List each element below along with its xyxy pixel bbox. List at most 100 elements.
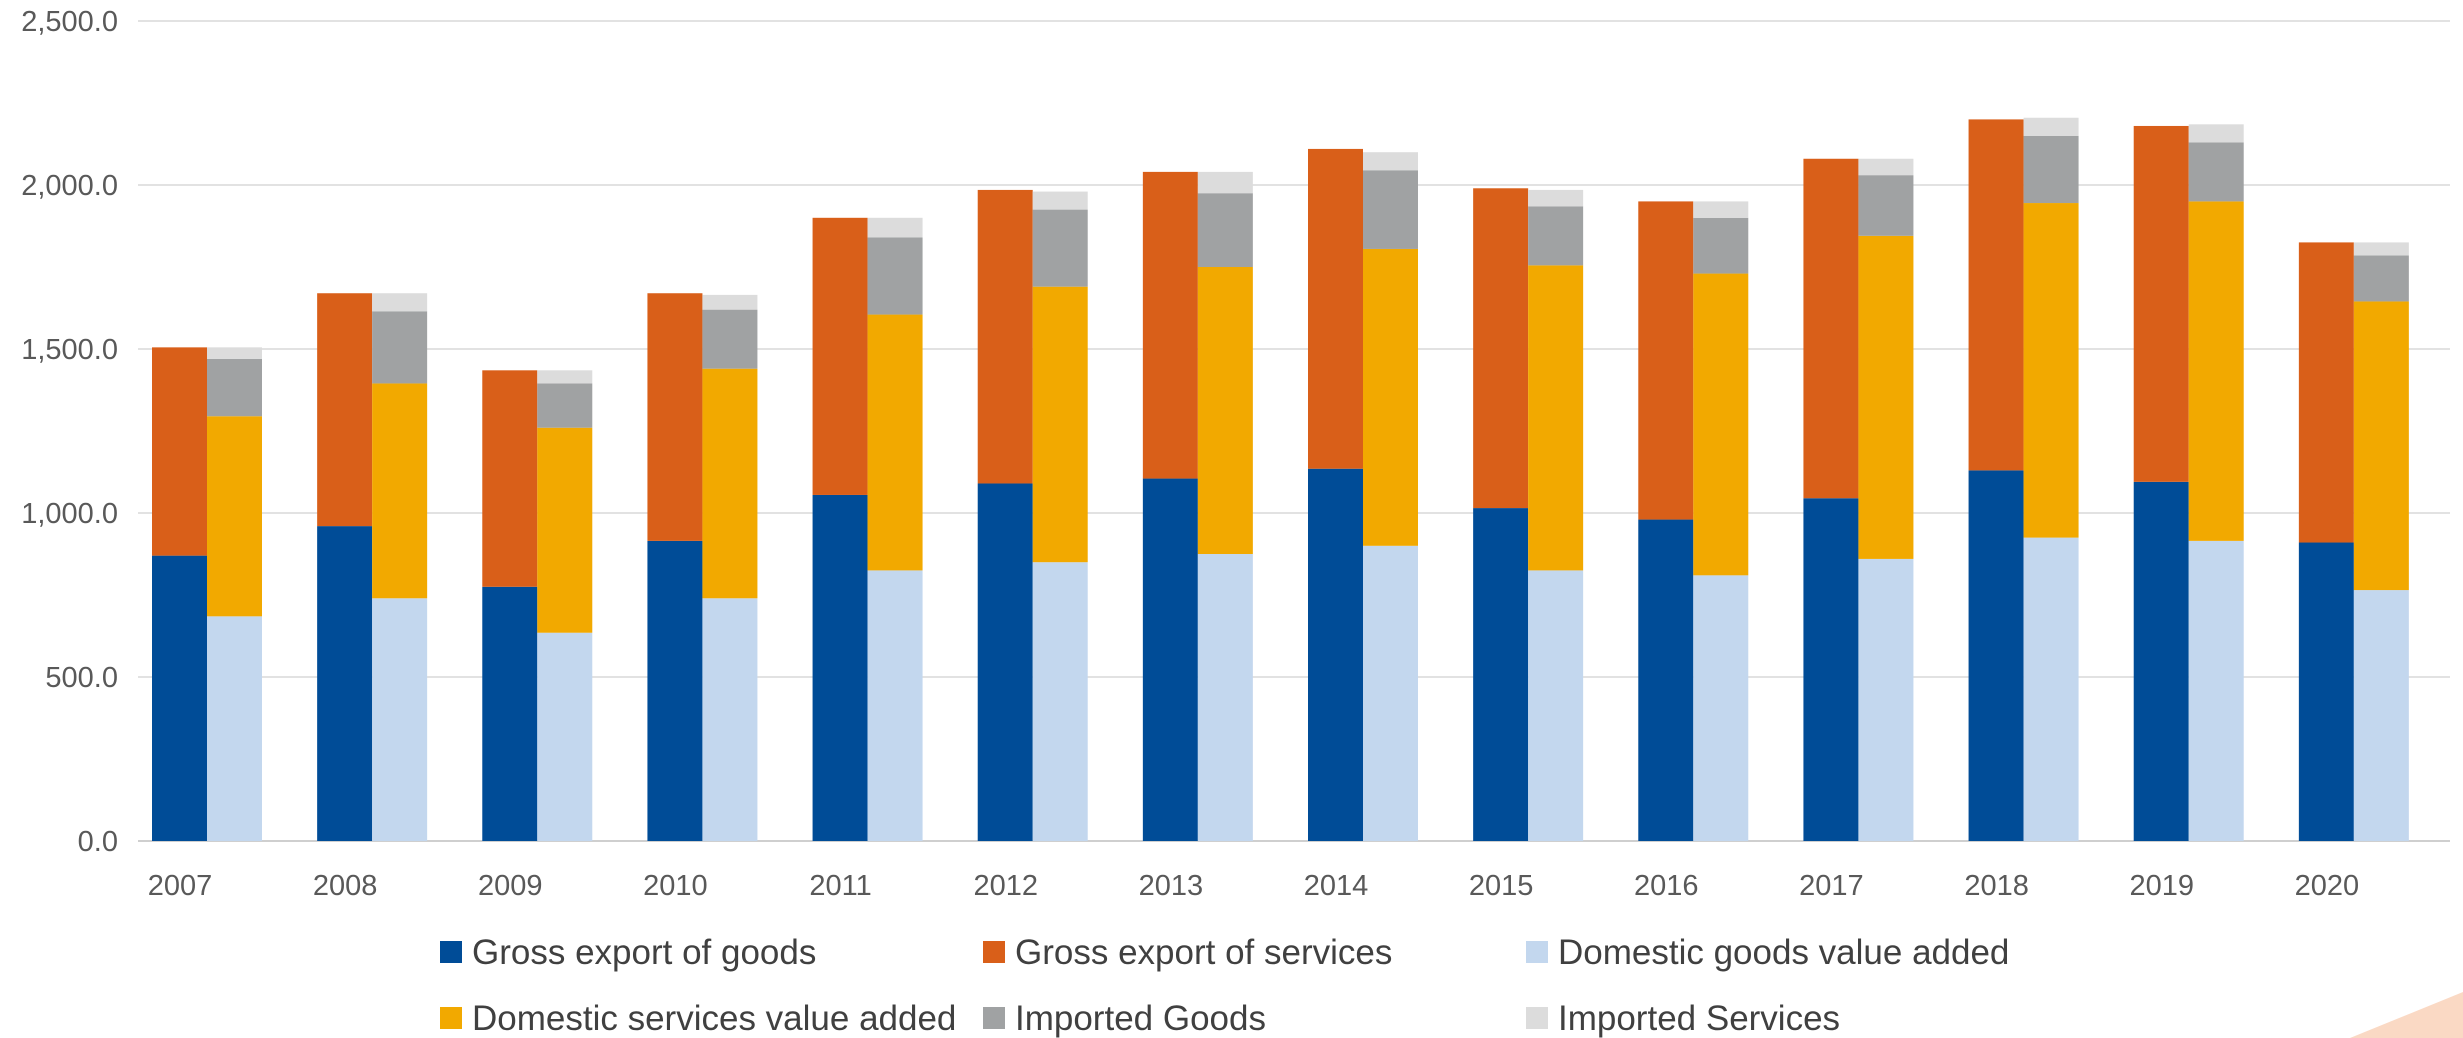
bar-gross-export-of-services-2018	[1968, 119, 2024, 471]
bar-gross-export-of-goods-2014	[1308, 468, 1363, 841]
bar-imported-services-2007	[207, 347, 262, 359]
legend-item-gross-export-goods: Gross export of goods	[440, 933, 816, 972]
bar-imported-goods-2018	[2023, 135, 2079, 204]
bar-domestic-services-value-added-2015	[1528, 265, 1584, 571]
bar-imported-goods-2007	[207, 358, 262, 417]
x-tick-label: 2016	[1634, 870, 1699, 902]
bar-domestic-goods-value-added-2019	[2188, 540, 2244, 841]
bar-domestic-services-value-added-2019	[2188, 201, 2244, 541]
bar-domestic-services-value-added-2007	[207, 416, 262, 617]
bar-domestic-goods-value-added-2010	[702, 598, 758, 841]
legend-swatch	[983, 1007, 1005, 1029]
bar-domestic-services-value-added-2016	[1693, 273, 1749, 576]
x-tick-label: 2008	[313, 870, 378, 902]
bar-imported-goods-2008	[372, 311, 428, 384]
y-tick-label: 500.0	[45, 662, 118, 694]
bar-imported-goods-2019	[2188, 142, 2244, 202]
x-tick-label: 2009	[478, 870, 543, 902]
bar-domestic-services-value-added-2013	[1197, 267, 1253, 554]
x-tick-label: 2020	[2295, 870, 2360, 902]
legend-item-gross-export-services: Gross export of services	[983, 933, 1392, 972]
bar-domestic-services-value-added-2020	[2353, 301, 2409, 591]
bar-gross-export-of-goods-2012	[977, 483, 1033, 841]
bar-domestic-services-value-added-2010	[702, 368, 758, 599]
bar-gross-export-of-goods-2020	[2298, 542, 2354, 841]
bar-gross-export-of-services-2010	[647, 293, 703, 541]
bar-gross-export-of-services-2019	[2133, 125, 2189, 482]
bar-gross-export-of-goods-2010	[647, 540, 703, 841]
bar-imported-services-2010	[702, 294, 758, 310]
legend-swatch	[440, 941, 462, 963]
bar-imported-services-2009	[537, 370, 593, 384]
legend-label: Gross export of goods	[472, 933, 816, 972]
bar-domestic-goods-value-added-2007	[207, 616, 262, 841]
bar-gross-export-of-goods-2019	[2133, 481, 2189, 841]
bar-gross-export-of-goods-2007	[152, 555, 207, 841]
bar-gross-export-of-goods-2011	[812, 494, 868, 841]
bar-domestic-goods-value-added-2015	[1528, 570, 1584, 841]
bar-domestic-services-value-added-2012	[1032, 286, 1088, 563]
bar-imported-goods-2015	[1528, 206, 1584, 266]
legend-label: Domestic goods value added	[1558, 933, 2009, 972]
bar-imported-services-2015	[1528, 189, 1584, 207]
bars	[152, 117, 2409, 841]
x-tick-label: 2010	[643, 870, 708, 902]
bar-imported-services-2020	[2353, 242, 2409, 256]
bar-gross-export-of-goods-2018	[1968, 470, 2024, 841]
bar-imported-services-2012	[1032, 191, 1088, 210]
bar-domestic-goods-value-added-2018	[2023, 537, 2079, 841]
bar-gross-export-of-services-2015	[1473, 188, 1529, 509]
legend-label: Gross export of services	[1015, 933, 1392, 972]
bar-domestic-goods-value-added-2020	[2353, 590, 2409, 841]
bar-domestic-goods-value-added-2009	[537, 632, 593, 841]
bar-gross-export-of-goods-2008	[317, 526, 373, 841]
bar-imported-goods-2016	[1693, 217, 1749, 274]
y-tick-label: 0.0	[78, 826, 118, 858]
bar-imported-services-2018	[2023, 117, 2079, 136]
x-tick-label: 2015	[1469, 870, 1534, 902]
bar-domestic-services-value-added-2008	[372, 383, 428, 599]
bar-imported-services-2017	[1858, 158, 1914, 176]
bar-imported-goods-2010	[702, 309, 758, 369]
bar-gross-export-of-services-2008	[317, 293, 373, 527]
bar-gross-export-of-goods-2013	[1142, 478, 1198, 841]
bar-domestic-goods-value-added-2008	[372, 598, 428, 841]
legend-item-imported-services: Imported Services	[1526, 999, 1840, 1038]
bar-domestic-goods-value-added-2016	[1693, 575, 1749, 841]
legend-label: Imported Services	[1558, 999, 1840, 1038]
bar-imported-services-2013	[1197, 171, 1253, 194]
bar-gross-export-of-services-2009	[482, 370, 538, 587]
x-tick-label: 2012	[973, 870, 1038, 902]
bar-gross-export-of-goods-2015	[1473, 508, 1529, 841]
bar-gross-export-of-services-2014	[1308, 148, 1363, 469]
bar-imported-services-2011	[867, 217, 923, 238]
bar-imported-services-2019	[2188, 124, 2244, 143]
bar-gross-export-of-services-2020	[2298, 242, 2354, 543]
bar-domestic-services-value-added-2011	[867, 314, 923, 571]
legend-item-domestic-services-value-added: Domestic services value added	[440, 999, 956, 1038]
legend-item-domestic-goods-value-added: Domestic goods value added	[1526, 933, 2009, 972]
y-axis-tick-labels: 0.0 500.0 1,000.0 1,500.0 2,000.0 2,500.0	[21, 6, 118, 858]
x-tick-label: 2007	[148, 870, 213, 902]
bar-domestic-services-value-added-2018	[2023, 203, 2079, 538]
bar-gross-export-of-services-2011	[812, 217, 868, 495]
bar-imported-goods-2020	[2353, 255, 2409, 302]
x-tick-label: 2011	[809, 870, 871, 902]
y-tick-label: 1,500.0	[21, 334, 118, 366]
legend-label: Domestic services value added	[472, 999, 956, 1038]
bar-imported-goods-2009	[537, 383, 593, 428]
bar-domestic-services-value-added-2009	[537, 427, 593, 633]
legend-swatch	[983, 941, 1005, 963]
x-tick-label: 2017	[1799, 870, 1864, 902]
bar-gross-export-of-goods-2017	[1803, 498, 1859, 841]
legend-swatch	[440, 1007, 462, 1029]
bar-gross-export-of-services-2016	[1638, 201, 1694, 520]
bar-gross-export-of-services-2007	[152, 347, 207, 556]
bar-domestic-services-value-added-2017	[1858, 235, 1914, 559]
bar-gross-export-of-goods-2009	[482, 586, 538, 841]
bar-imported-goods-2014	[1363, 170, 1418, 249]
bar-imported-services-2008	[372, 293, 428, 312]
x-tick-label: 2018	[1964, 870, 2029, 902]
bar-domestic-goods-value-added-2013	[1197, 554, 1253, 841]
bar-domestic-goods-value-added-2012	[1032, 562, 1088, 841]
